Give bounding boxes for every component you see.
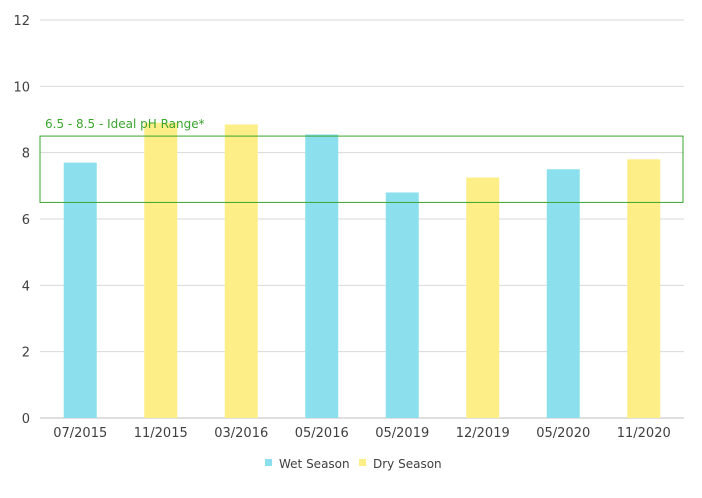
bar-dry <box>466 177 500 418</box>
bars <box>63 122 661 419</box>
bar-wet <box>63 162 97 418</box>
x-tick-label: 11/2020 <box>617 426 671 441</box>
x-tick-label: 05/2016 <box>295 426 349 441</box>
ideal-range-label: 6.5 - 8.5 - Ideal pH Range* <box>45 117 205 131</box>
y-tick-label: 12 <box>13 14 30 29</box>
y-tick-label: 4 <box>22 279 30 294</box>
bar-dry <box>224 124 258 418</box>
y-tick-label: 0 <box>22 412 30 427</box>
gridlines <box>40 19 684 419</box>
bar-dry <box>627 159 661 419</box>
legend-swatch-dry <box>359 459 366 466</box>
x-tick-label: 11/2015 <box>134 426 188 441</box>
legend-label-wet: Wet Season <box>279 457 350 471</box>
x-tick-label: 12/2019 <box>456 426 510 441</box>
y-tick-label: 10 <box>13 80 30 95</box>
legend-label-dry: Dry Season <box>373 457 442 471</box>
ideal-range-band: 6.5 - 8.5 - Ideal pH Range* <box>39 117 684 203</box>
legend: Wet Season Dry Season <box>265 457 442 471</box>
x-tick-label: 03/2016 <box>214 426 268 441</box>
y-tick-label: 6 <box>22 213 30 228</box>
y-axis-ticks: 0 2 4 6 8 10 12 <box>13 14 30 427</box>
bar-dry <box>144 122 178 419</box>
x-axis-ticks: 07/2015 11/2015 03/2016 05/2016 05/2019 12/20… <box>53 426 671 441</box>
y-tick-label: 8 <box>22 147 30 162</box>
x-tick-label: 05/2019 <box>375 426 429 441</box>
legend-swatch-wet <box>265 459 272 466</box>
x-tick-label: 05/2020 <box>536 426 590 441</box>
bar-wet <box>546 169 580 418</box>
bar-wet <box>385 192 419 418</box>
bar-wet <box>305 134 339 419</box>
ideal-range-box <box>39 135 684 203</box>
x-tick-label: 07/2015 <box>53 426 107 441</box>
y-tick-label: 2 <box>22 346 30 361</box>
